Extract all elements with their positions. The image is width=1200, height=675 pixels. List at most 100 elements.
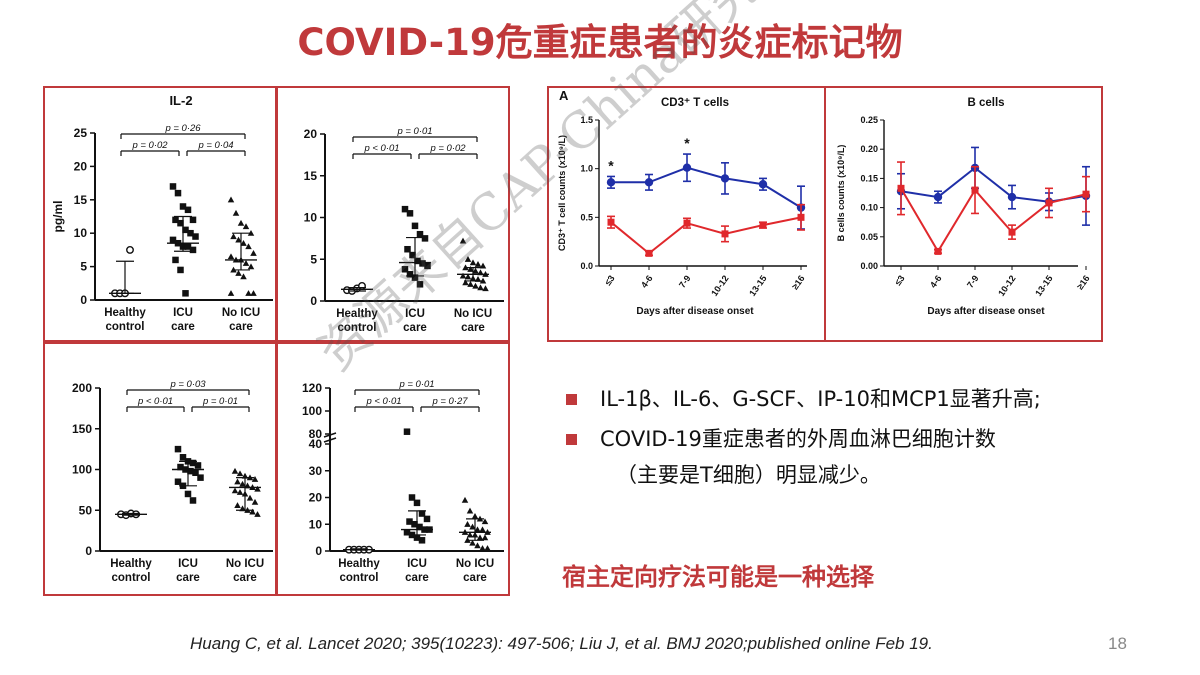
data-point bbox=[236, 470, 244, 477]
data-point bbox=[235, 270, 242, 276]
data-point bbox=[232, 209, 240, 216]
data-point bbox=[189, 497, 197, 504]
bullet-list: IL-1β、IL-6、G-SCF、IP-10和MCP1显著升高; COVID-1… bbox=[562, 386, 1192, 488]
data-point bbox=[247, 229, 255, 236]
data-point bbox=[234, 502, 241, 508]
x-axis-title: Days after disease onset bbox=[636, 306, 754, 317]
y-tick-label: 0.20 bbox=[860, 144, 878, 154]
data-point bbox=[231, 467, 239, 474]
p-value-label: p = 0·04 bbox=[197, 140, 233, 151]
y-tick-label: 0 bbox=[310, 294, 317, 308]
category-label: No ICU bbox=[226, 558, 264, 570]
data-point bbox=[231, 487, 239, 494]
data-point bbox=[409, 251, 416, 259]
data-point bbox=[403, 428, 411, 435]
y-axis-title: B cells counts (x10⁹/L) bbox=[836, 145, 846, 242]
p-value-label: p = 0·03 bbox=[169, 379, 206, 390]
chart-title: B cells bbox=[967, 97, 1004, 109]
x-tick-label: 13-15 bbox=[747, 273, 768, 298]
data-point bbox=[401, 266, 409, 273]
y-axis-title: pg/ml bbox=[51, 201, 65, 233]
il2-panel: 0 5 10 15 20 25 p = 0·26 p = 0·02 p = 0·04 Health… bbox=[43, 86, 277, 342]
data-point bbox=[645, 249, 653, 257]
data-point bbox=[421, 235, 429, 242]
data-point bbox=[182, 290, 189, 297]
data-point bbox=[462, 279, 469, 286]
bullet-continuation: （主要是T细胞）明显减少。 bbox=[616, 463, 881, 487]
cytokine-chart-2: 0 5 10 15 20 p = 0·01 p < 0·01 p = 0·02 Healthy c… bbox=[304, 126, 504, 334]
bullet-text: IL-1β、IL-6、G-SCF、IP-10和MCP1显著升高; bbox=[600, 387, 1041, 411]
data-point bbox=[477, 284, 484, 291]
data-point bbox=[197, 474, 204, 481]
x-tick-label: 7-9 bbox=[677, 273, 693, 289]
data-point bbox=[1045, 199, 1053, 207]
data-point bbox=[464, 256, 472, 262]
y-tick-label: 0.05 bbox=[860, 232, 878, 242]
y-tick-label: 0.00 bbox=[860, 261, 878, 271]
p-value-label: p = 0·01 bbox=[396, 126, 432, 137]
data-point bbox=[759, 221, 767, 229]
y-tick-label: 0.15 bbox=[860, 173, 878, 183]
x-tick-label: 4-6 bbox=[639, 273, 655, 289]
data-point bbox=[179, 203, 187, 210]
y-tick-label: 10 bbox=[304, 211, 318, 225]
category-label: ICU bbox=[405, 308, 425, 320]
y-tick-label: 30 bbox=[309, 464, 323, 478]
axis-break-mark bbox=[323, 432, 337, 438]
y-tick-label: 20 bbox=[74, 159, 88, 173]
category-label: No ICU bbox=[454, 308, 492, 320]
data-point bbox=[250, 249, 257, 256]
significance-marker: * bbox=[684, 135, 690, 151]
data-point bbox=[459, 272, 467, 279]
data-point bbox=[184, 206, 192, 214]
data-point bbox=[469, 539, 476, 546]
data-point bbox=[177, 266, 184, 274]
data-point bbox=[403, 529, 411, 536]
data-point bbox=[897, 184, 905, 192]
data-point bbox=[406, 210, 414, 217]
data-point bbox=[416, 281, 424, 288]
data-point bbox=[411, 521, 418, 528]
data-point bbox=[467, 281, 474, 287]
data-point bbox=[418, 537, 426, 544]
page-number: 18 bbox=[1108, 634, 1127, 653]
data-point bbox=[245, 243, 252, 250]
p-value-label: p < 0·01 bbox=[137, 396, 173, 407]
data-point bbox=[476, 534, 484, 541]
significance-marker: * bbox=[608, 157, 614, 173]
data-point bbox=[169, 183, 177, 190]
data-point bbox=[474, 526, 481, 533]
data-point bbox=[358, 282, 366, 290]
y-tick-label: 50 bbox=[79, 503, 93, 517]
data-point bbox=[174, 445, 182, 453]
y-tick-label: 0.5 bbox=[580, 212, 593, 222]
data-point bbox=[472, 267, 479, 274]
data-point bbox=[401, 205, 409, 213]
x-tick-label: 10-12 bbox=[996, 273, 1017, 298]
data-point bbox=[237, 219, 245, 226]
data-point bbox=[482, 285, 489, 292]
data-point bbox=[472, 282, 479, 289]
p-value-label: p = 0·26 bbox=[164, 123, 201, 134]
data-point bbox=[464, 521, 471, 527]
category-label: Healthy bbox=[104, 307, 146, 319]
data-point bbox=[797, 213, 805, 221]
data-point bbox=[189, 246, 197, 254]
category-label: ICU bbox=[173, 307, 193, 319]
y-tick-label: 0.10 bbox=[860, 203, 878, 213]
slide-title: COVID-19危重症患者的炎症标记物 bbox=[297, 21, 903, 64]
category-label: No ICU bbox=[222, 307, 260, 319]
data-point bbox=[469, 259, 477, 266]
data-point bbox=[464, 273, 472, 280]
data-point bbox=[227, 253, 235, 260]
cd3-t-cells-chart: 0.0 0.5 1.0 1.5 ≤3 4-6 7-9 10-12 13-15 ≥16 * * CD3⁺ … bbox=[557, 88, 807, 317]
data-point bbox=[484, 545, 491, 551]
panel-letter: A bbox=[559, 88, 569, 103]
cd3-t-cells-panel: 0.0 0.5 1.0 1.5 ≤3 4-6 7-9 10-12 13-15 ≥16 * * CD3⁺ … bbox=[547, 86, 826, 342]
category-label: control bbox=[112, 572, 151, 584]
category-label: control bbox=[106, 321, 145, 333]
y-tick-label: 20 bbox=[304, 127, 318, 141]
y-tick-label: 100 bbox=[302, 404, 322, 418]
data-point bbox=[467, 266, 474, 272]
